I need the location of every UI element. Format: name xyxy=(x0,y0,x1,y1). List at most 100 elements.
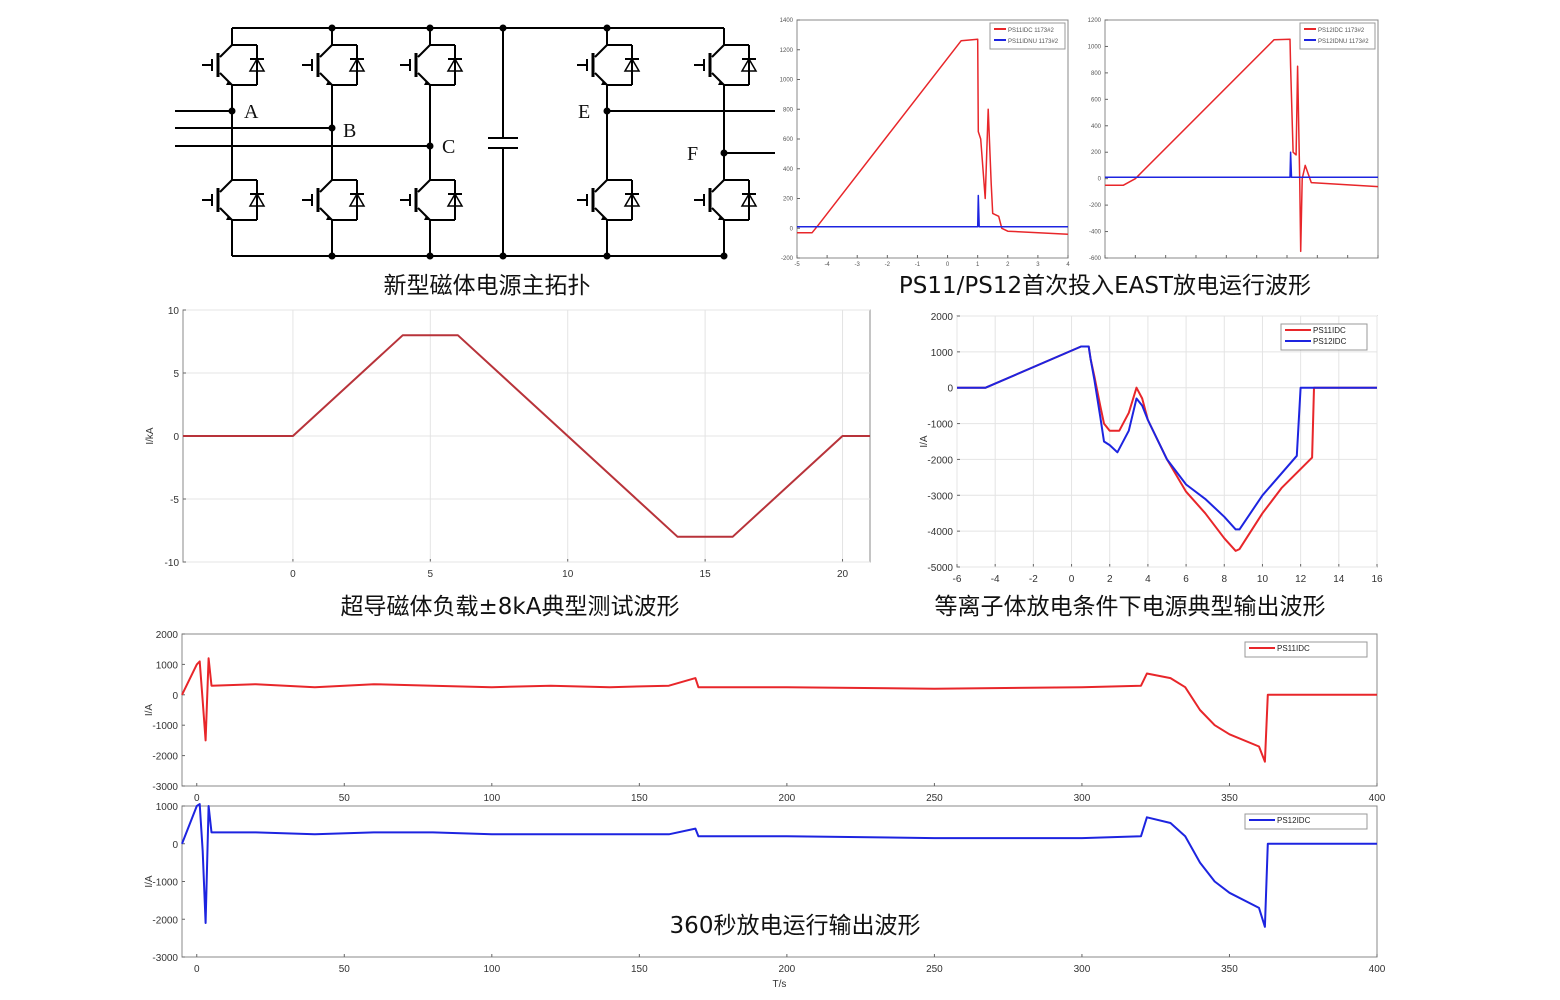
y-tick-label: -1000 xyxy=(927,420,953,431)
y-tick-label: 0 xyxy=(790,226,794,232)
plot-area xyxy=(181,805,1378,958)
node-label-e: E xyxy=(578,101,590,123)
y-tick-label: -200 xyxy=(1089,203,1102,209)
y-tick-label: 1000 xyxy=(780,78,794,84)
y-tick-label: 400 xyxy=(1091,124,1102,130)
y-tick-label: 0 xyxy=(1098,177,1102,183)
x-tick-label: 4 xyxy=(1145,574,1151,585)
x-tick-label: 20 xyxy=(837,569,849,580)
y-tick-label: 800 xyxy=(783,107,794,113)
series-line-PS12IDC xyxy=(181,803,1377,928)
x-tick-label: 15 xyxy=(700,569,712,580)
x-tick-label: 0 xyxy=(290,569,296,580)
x-tick-label: 100 xyxy=(483,964,500,975)
y-tick-label: -2000 xyxy=(927,455,953,466)
legend-box xyxy=(1299,22,1376,50)
y-tick-label: -3000 xyxy=(152,953,178,964)
x-tick-label: -4 xyxy=(824,262,830,268)
series-line-red xyxy=(1105,38,1379,253)
series-line-PS12IDC xyxy=(957,345,1377,531)
ac-input-lines xyxy=(175,110,775,154)
y-tick-label: -1000 xyxy=(152,878,178,889)
x-tick-label: 400 xyxy=(1369,964,1386,975)
series-line-blue xyxy=(797,194,1068,228)
x-tick-label: 200 xyxy=(779,793,796,804)
x-tick-label: 350 xyxy=(1221,793,1238,804)
y-tick-label: -600 xyxy=(1089,256,1102,262)
y-tick-label: -3000 xyxy=(927,491,953,502)
legend-label: PS12IDC 1173#2 xyxy=(1318,28,1365,34)
chart-east-ps12: -600 -400 -200 0 200 400 600 800 1000 1200 PS12IDC… xyxy=(1088,18,1379,262)
x-tick-label: 14 xyxy=(1333,574,1345,585)
plot-area xyxy=(1104,19,1379,259)
y-tick-label: 0 xyxy=(947,384,953,395)
y-tick-label: -1000 xyxy=(152,721,178,732)
x-tick-label: 3 xyxy=(1036,262,1040,268)
node-label-b: B xyxy=(343,120,356,142)
x-tick-label: -3 xyxy=(855,262,861,268)
y-tick-label: -2000 xyxy=(152,915,178,926)
caption-plasma: 等离子体放电条件下电源典型输出波形 xyxy=(935,594,1326,620)
x-tick-label: 5 xyxy=(428,569,434,580)
x-tick-label: -6 xyxy=(953,574,962,585)
y-tick-label: 1000 xyxy=(156,660,179,671)
series-line-PS11IDC xyxy=(181,657,1377,763)
x-tick-label: 50 xyxy=(339,964,351,975)
x-tick-label: 1 xyxy=(976,262,980,268)
y-tick-label: 2000 xyxy=(156,630,179,641)
chart-east-ps11: -5 -4 -3 -2 -1 0 1 2 3 4 -200 0 200 400 600 800 1000 1200… xyxy=(780,18,1071,268)
y-tick-label: 1000 xyxy=(156,802,179,813)
legend-label: PS11IDC xyxy=(1313,326,1346,335)
x-tick-label: 16 xyxy=(1371,574,1383,585)
series-line-blue xyxy=(1105,151,1378,179)
y-tick-label: 0 xyxy=(172,691,178,702)
caption-8ka-test: 超导磁体负载±8kA典型测试波形 xyxy=(341,594,680,620)
caption-topology: 新型磁体电源主拓扑 xyxy=(384,273,591,299)
node-label-a: A xyxy=(244,101,259,123)
x-tick-label: -1 xyxy=(915,262,921,268)
y-tick-label: -5000 xyxy=(927,563,953,574)
y-tick-label: 400 xyxy=(783,167,794,173)
x-tick-label: 350 xyxy=(1221,964,1238,975)
legend-label: PS12IDC xyxy=(1313,337,1347,346)
x-tick-label: 100 xyxy=(483,793,500,804)
chart-plasma: -6 -4 -2 0 2 4 6 8 10 12 14 16 -5000 -4000 -3000 -2000 -… xyxy=(919,312,1383,585)
y-tick-label: -10 xyxy=(165,558,180,569)
x-tick-label: -2 xyxy=(885,262,891,268)
legend-box xyxy=(1280,323,1368,351)
x-tick-label: 4 xyxy=(1066,262,1070,268)
legend-label: PS12IDC xyxy=(1277,816,1311,825)
y-tick-label: 600 xyxy=(1091,97,1102,103)
y-axis-label: I/A xyxy=(144,704,155,717)
y-tick-label: 5 xyxy=(173,369,179,380)
caption-east-first: PS11/PS12首次投入EAST放电运行波形 xyxy=(899,273,1311,299)
chart-run-ps12: 0 50 100 150 200 250 300 350 400 -3000 -2000 -1000 0… xyxy=(144,802,1386,990)
x-tick-label: 0 xyxy=(194,964,200,975)
series-line-darkred xyxy=(183,334,870,538)
x-tick-label: 200 xyxy=(779,964,796,975)
legend-box xyxy=(989,22,1066,50)
y-tick-label: -2000 xyxy=(152,752,178,763)
y-tick-label: -200 xyxy=(781,256,794,262)
x-tick-label: 150 xyxy=(631,793,648,804)
y-tick-label: 800 xyxy=(1091,71,1102,77)
x-tick-label: 0 xyxy=(946,262,950,268)
x-tick-label: 2 xyxy=(1006,262,1010,268)
capacitor-symbol xyxy=(488,28,518,256)
topology-diagram: A B C E F xyxy=(175,24,775,260)
y-axis-label: I/A xyxy=(144,875,155,888)
x-tick-label: -4 xyxy=(991,574,1000,585)
x-tick-label: 12 xyxy=(1295,574,1307,585)
plot-area xyxy=(956,315,1378,568)
x-tick-label: 2 xyxy=(1107,574,1113,585)
node-label-c: C xyxy=(442,136,455,158)
node-label-f: F xyxy=(687,143,698,165)
y-tick-label: 1200 xyxy=(780,48,794,54)
x-tick-label: 300 xyxy=(1074,964,1091,975)
y-tick-label: 10 xyxy=(168,306,180,317)
x-tick-label: 10 xyxy=(562,569,574,580)
x-axis-label: T/s xyxy=(773,979,787,990)
y-tick-label: -400 xyxy=(1089,230,1102,236)
legend-label: PS12IDNU 1173#2 xyxy=(1318,39,1369,45)
